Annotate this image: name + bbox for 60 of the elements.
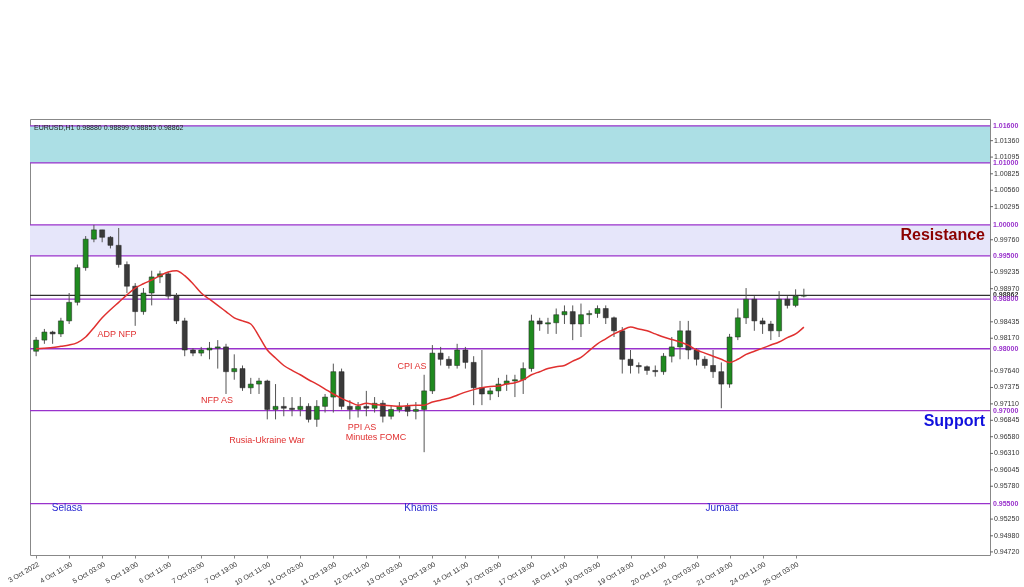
candlestick	[602, 304, 609, 325]
candlestick	[512, 374, 518, 398]
annotation: Minutes FOMC	[345, 432, 407, 443]
annotation: NFP AS	[201, 395, 233, 406]
candlestick	[561, 304, 568, 325]
candlestick	[710, 349, 716, 379]
candlestick	[479, 349, 485, 406]
candlestick	[231, 353, 238, 381]
candlestick	[644, 364, 650, 376]
candlestick	[454, 343, 460, 370]
candlestick	[462, 346, 469, 370]
candlestick	[743, 287, 749, 325]
candlestick	[148, 270, 155, 306]
annotation: PPI AS	[347, 421, 377, 432]
candlestick	[239, 364, 246, 392]
candlestick	[297, 396, 304, 417]
candlestick	[768, 320, 774, 341]
candlestick	[553, 308, 559, 335]
candlestick	[66, 292, 72, 325]
candlestick	[314, 399, 320, 428]
annotation: Selasa	[51, 501, 83, 513]
candlestick	[578, 303, 584, 338]
candlestick	[347, 399, 353, 420]
candlestick	[289, 396, 295, 417]
candlestick	[281, 396, 287, 417]
candlestick	[214, 339, 221, 370]
candlestick	[545, 317, 551, 335]
annotation: ADP NFP	[97, 328, 137, 339]
candlestick	[801, 288, 807, 298]
candlestick	[115, 227, 122, 269]
text: Support	[923, 412, 986, 430]
candlestick	[58, 317, 64, 338]
candlestick	[652, 364, 659, 378]
candlestick	[718, 361, 725, 409]
candlestick	[256, 377, 262, 395]
candlestick	[33, 336, 39, 357]
candlestick	[272, 383, 279, 420]
candlestick	[305, 402, 312, 423]
candlestick	[636, 361, 642, 375]
candlestick	[669, 336, 675, 363]
annotation: Rusia-Ukraine War	[229, 435, 305, 446]
candlestick	[124, 260, 130, 294]
candlestick	[363, 390, 370, 417]
candlestick	[685, 320, 692, 360]
candlestick	[140, 287, 147, 316]
candlestick	[569, 304, 576, 341]
candlestick	[520, 361, 526, 395]
candlestick	[446, 355, 452, 370]
candlestick	[413, 401, 419, 420]
candlestick	[322, 393, 328, 414]
candlestick	[421, 374, 427, 453]
candlestick	[627, 349, 634, 375]
annotation: Khamis	[404, 501, 438, 513]
candlestick	[660, 352, 667, 376]
candlestick	[355, 401, 361, 419]
text: Resistance	[900, 225, 986, 243]
candlestick	[735, 308, 741, 341]
annotation: Jumaat	[705, 501, 739, 513]
annotation: CPI AS	[397, 360, 427, 371]
candlestick	[677, 320, 683, 360]
